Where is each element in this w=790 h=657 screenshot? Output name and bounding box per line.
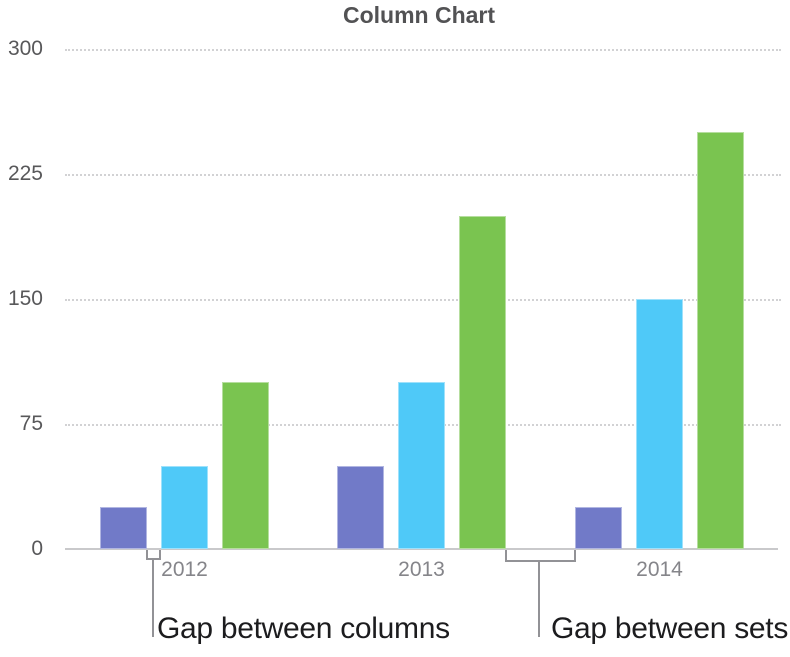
bar-2012-series-1-purple <box>100 507 147 549</box>
x-axis-category-label-2012: 2012 <box>161 558 208 581</box>
y-axis-tick-label: 225 <box>7 162 43 185</box>
bar-2013-series-3-green <box>459 215 506 549</box>
bar-2014-series-1-purple <box>575 507 622 549</box>
x-axis-line <box>65 548 778 550</box>
bar-2014-series-2-blue <box>636 299 683 549</box>
x-axis-category-label-2013: 2013 <box>398 558 445 581</box>
gridline-225 <box>65 174 781 176</box>
x-axis-category-label-2014: 2014 <box>636 558 683 581</box>
chart-title: Column Chart <box>342 2 496 28</box>
gap-between-sets-callout-line <box>538 561 540 637</box>
bar-2014-series-3-green <box>697 132 744 549</box>
gap-between-columns-label: Gap between columns <box>157 612 450 645</box>
y-axis-tick-label: 300 <box>7 37 43 60</box>
bar-2012-series-2-blue <box>161 465 208 549</box>
bar-2012-series-3-green <box>222 382 269 549</box>
y-axis-tick-label: 150 <box>7 287 43 310</box>
gap-between-sets-bracket <box>505 550 576 562</box>
bar-2013-series-2-blue <box>398 382 445 549</box>
y-axis-tick-label: 0 <box>31 537 43 560</box>
gap-between-sets-label: Gap between sets <box>551 612 789 645</box>
bar-2013-series-1-purple <box>337 465 384 549</box>
gap-between-columns-callout-line <box>152 559 154 637</box>
gridline-150 <box>65 299 781 301</box>
y-axis-tick-label: 75 <box>19 412 43 435</box>
gridline-300 <box>65 49 781 51</box>
